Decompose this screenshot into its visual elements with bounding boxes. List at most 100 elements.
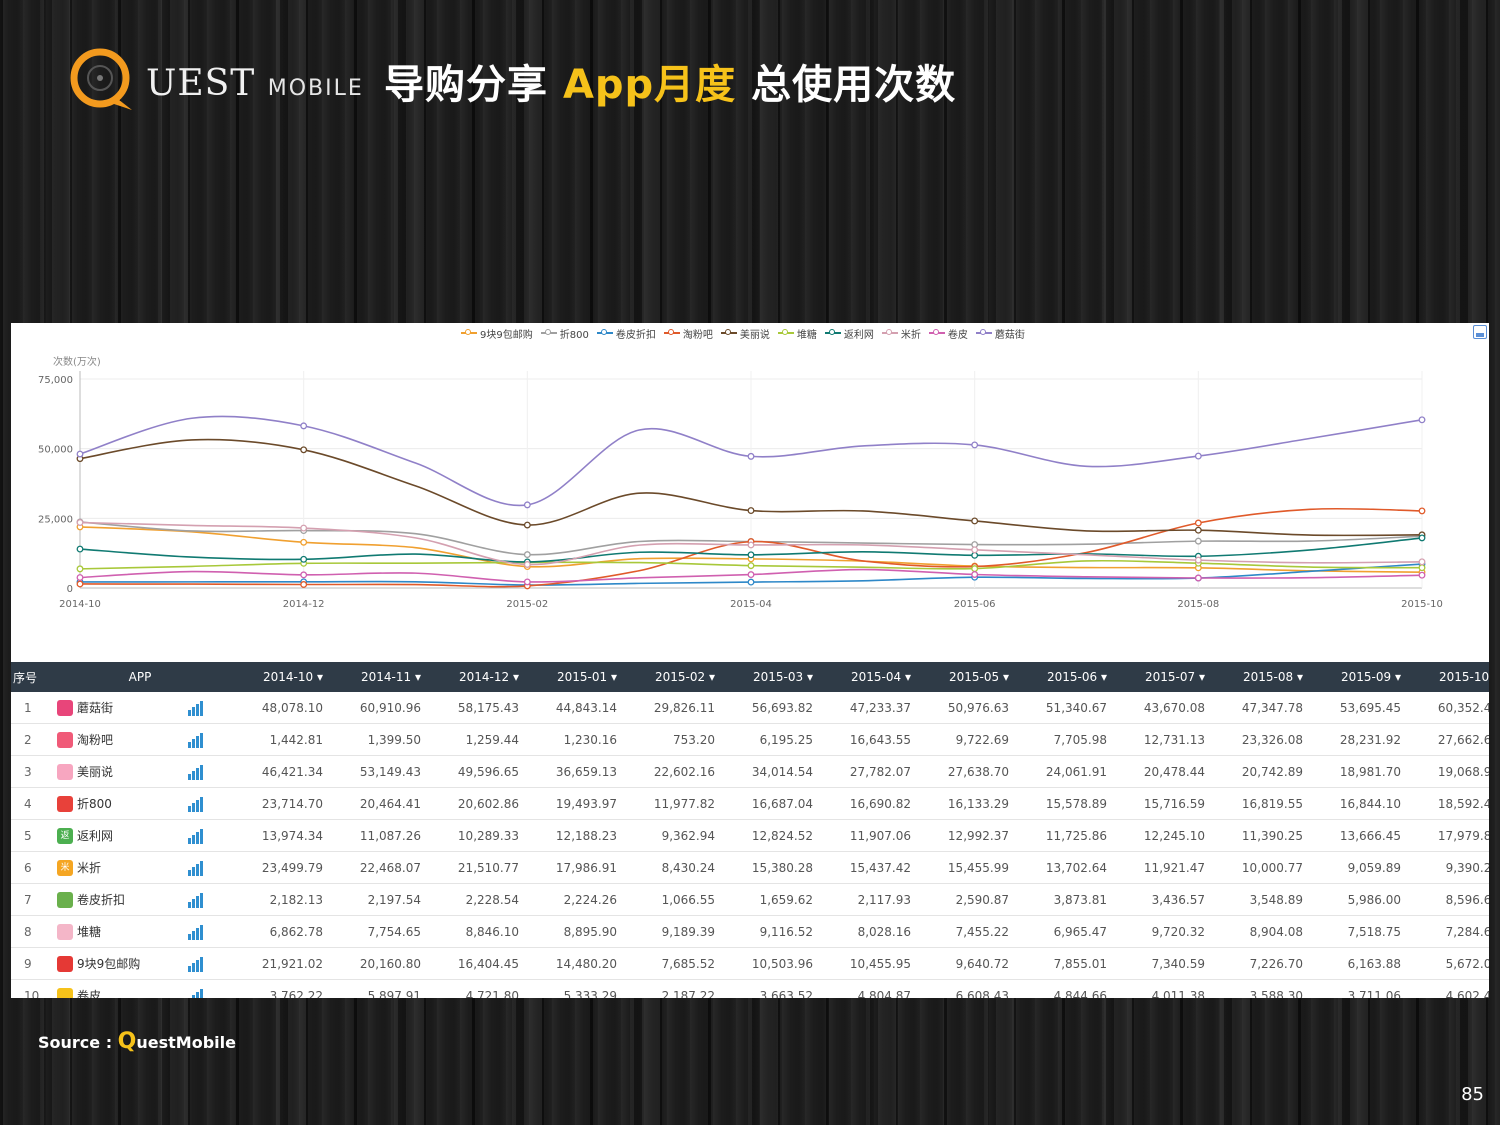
data-point: [1418, 534, 1426, 542]
header-month-sort[interactable]: 2015-07 ▾: [1115, 662, 1213, 692]
legend-item[interactable]: 卷皮折扣: [596, 326, 656, 341]
cell-value: 18,592.47: [1409, 787, 1489, 820]
trend-chart-icon[interactable]: [187, 764, 205, 781]
source-note: Source : QuestMobile: [38, 1029, 236, 1054]
app-name[interactable]: 堆糖: [77, 924, 102, 939]
cell-value: 60,910.96: [331, 692, 429, 724]
data-point: [523, 561, 531, 568]
table-body: 1 蘑菇街 48,078.10 60,910.96 58,175.43 44,843.14…: [11, 692, 1489, 998]
cell-value: 8,904.08: [1213, 915, 1311, 948]
legend-item[interactable]: 堆糖: [777, 326, 817, 341]
header-month-sort[interactable]: 2015-05 ▾: [919, 662, 1017, 692]
y-tick-label: 75,000: [38, 375, 73, 386]
trend-chart-icon[interactable]: [187, 860, 205, 877]
header-month-sort[interactable]: 2015-02 ▾: [625, 662, 723, 692]
data-point: [1194, 574, 1202, 582]
cell-value: 27,662.69: [1409, 723, 1489, 756]
cell-value: 4,011.38: [1115, 979, 1213, 998]
cell-value: 2,228.54: [429, 883, 527, 916]
header-month-sort[interactable]: 2015-06 ▾: [1017, 662, 1115, 692]
cell-value: 9,640.72: [919, 947, 1017, 980]
table-row: 10 卷皮 3,762.22 5,897.91 4,721.80 5,333.29 2,18…: [11, 979, 1489, 998]
legend-swatch: [777, 328, 794, 338]
row-index: 5: [11, 819, 47, 852]
trend-chart-icon[interactable]: [187, 828, 205, 845]
data-point: [971, 441, 979, 449]
y-tick-label: 25,000: [38, 514, 73, 525]
cell-value: 6,608.43: [919, 979, 1017, 998]
cell-value: 9,362.94: [625, 819, 723, 852]
legend-item[interactable]: 蘑菇街: [975, 326, 1025, 341]
cell-value: 7,855.01: [1017, 947, 1115, 980]
legend-item[interactable]: 折800: [540, 326, 589, 341]
app-name[interactable]: 卷皮: [77, 988, 102, 998]
legend-item[interactable]: 淘粉吧: [663, 326, 713, 341]
cell-value: 1,442.81: [233, 723, 331, 756]
legend-item[interactable]: 卷皮: [928, 326, 968, 341]
cell-value: 2,182.13: [233, 883, 331, 916]
trend-chart-icon[interactable]: [187, 732, 205, 749]
app-name[interactable]: 美丽说: [77, 764, 114, 779]
jiukuaijiu-icon: [57, 956, 73, 973]
row-index: 9: [11, 947, 47, 980]
cell-value: 7,685.52: [625, 947, 723, 980]
trend-chart-icon[interactable]: [187, 892, 205, 909]
cell-value: 47,347.78: [1213, 692, 1311, 724]
data-point: [747, 562, 755, 570]
legend-label: 返利网: [843, 329, 874, 341]
app-name[interactable]: 蘑菇街: [77, 700, 114, 715]
cell-value: 1,066.55: [625, 883, 723, 916]
app-name[interactable]: 返利网: [77, 828, 114, 843]
app-name[interactable]: 卷皮折扣: [77, 892, 126, 907]
save-image-icon[interactable]: [1473, 325, 1487, 339]
cell-value: 11,907.06: [821, 819, 919, 852]
data-point: [300, 555, 308, 563]
title-part1: 导购分享: [384, 62, 563, 108]
cell-value: 7,518.75: [1311, 915, 1409, 948]
header-month-sort[interactable]: 2015-03 ▾: [723, 662, 821, 692]
taofenba-icon: [57, 732, 73, 749]
row-index: 7: [11, 883, 47, 916]
header-month-sort[interactable]: 2015-10 ▾: [1409, 662, 1489, 692]
row-app: 米米折: [47, 851, 233, 884]
table-row: 1 蘑菇街 48,078.10 60,910.96 58,175.43 44,843.14…: [11, 692, 1489, 724]
cell-value: 10,289.33: [429, 819, 527, 852]
app-name[interactable]: 9块9包邮购: [77, 956, 141, 971]
line-chart: 75,000 50,000 25,000 0 2014-10 2014-12 2015-02…: [38, 355, 1443, 610]
cell-value: 18,981.70: [1311, 755, 1409, 788]
trend-chart-icon[interactable]: [187, 956, 205, 973]
header-month-sort[interactable]: 2014-10 ▾: [233, 662, 331, 692]
header-month-sort[interactable]: 2014-12 ▾: [429, 662, 527, 692]
cell-value: 9,189.39: [625, 915, 723, 948]
header-month-sort[interactable]: 2015-01 ▾: [527, 662, 625, 692]
cell-value: 53,695.45: [1311, 692, 1409, 724]
row-app: 9块9包邮购: [47, 947, 233, 980]
app-name[interactable]: 米折: [77, 860, 102, 875]
title-highlight: App月度: [562, 62, 737, 108]
trend-chart-icon[interactable]: [187, 796, 205, 813]
legend-item[interactable]: 美丽说: [720, 326, 770, 341]
data-point: [76, 450, 84, 458]
header-month-sort[interactable]: 2014-11 ▾: [331, 662, 429, 692]
data-point: [76, 580, 84, 588]
data-point: [971, 551, 979, 559]
header-month-sort[interactable]: 2015-04 ▾: [821, 662, 919, 692]
cell-value: 4,721.80: [429, 979, 527, 998]
cell-value: 23,499.79: [233, 851, 331, 884]
legend-item[interactable]: 米折: [881, 326, 921, 341]
legend-item[interactable]: 9块9包邮购: [461, 326, 533, 341]
trend-chart-icon[interactable]: [187, 988, 205, 998]
app-name[interactable]: 折800: [77, 796, 112, 811]
row-app: 卷皮折扣: [47, 883, 233, 916]
trend-chart-icon[interactable]: [187, 924, 205, 941]
header-month-sort[interactable]: 2015-08 ▾: [1213, 662, 1311, 692]
legend-item[interactable]: 返利网: [824, 326, 874, 341]
cell-value: 19,068.97: [1409, 755, 1489, 788]
trend-chart-icon[interactable]: [187, 700, 205, 717]
legend-label: 9块9包邮购: [480, 329, 533, 341]
header-month-sort[interactable]: 2015-09 ▾: [1311, 662, 1409, 692]
app-name[interactable]: 淘粉吧: [77, 732, 114, 747]
legend-swatch: [720, 328, 737, 338]
x-tick-label: 2015-02: [506, 599, 548, 610]
chart-panel: 75,000 50,000 25,000 0 2014-10 2014-12 2015-02…: [11, 323, 1489, 998]
